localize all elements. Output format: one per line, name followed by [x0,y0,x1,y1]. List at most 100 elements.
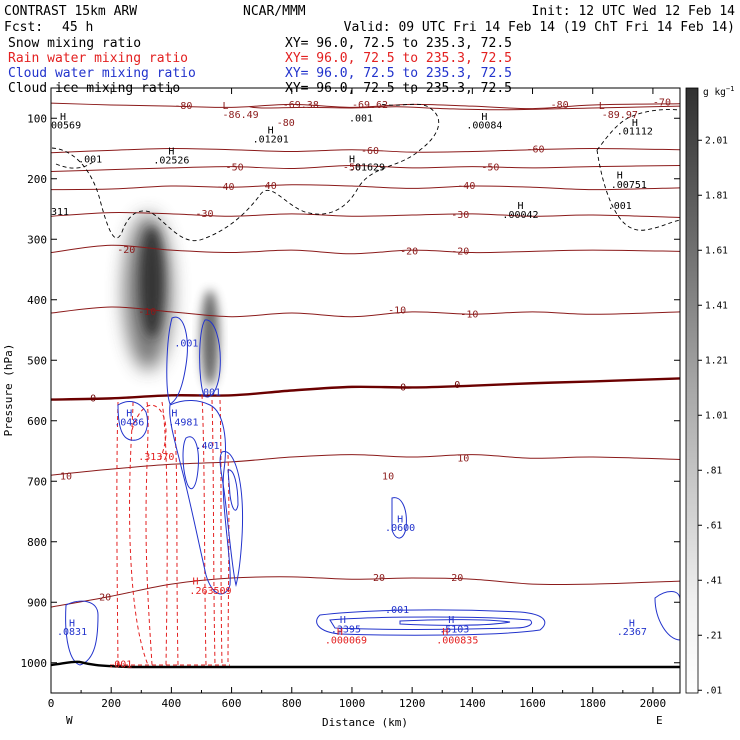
x-tick-label: 0 [48,697,55,710]
contour-label: H [349,154,355,165]
temp-contour-line [51,377,680,401]
ground-line [51,660,680,669]
colorbar-label: .81 [705,465,722,476]
fcst-label: Fcst: [4,20,43,35]
contour-label: H [126,408,132,419]
center-title: NCAR/MMM [243,4,306,19]
contour-label: 20 [99,592,111,603]
contour-label: H [268,125,274,136]
contour-label: .000069 [325,635,367,646]
cloud-water-contour [399,619,511,626]
contour-label: -50 [481,162,499,173]
x-axis-label: Distance (km) [322,716,408,729]
cloud-water-contour [316,609,546,636]
temp-contour-line [51,306,680,318]
rain-water-contour [219,399,223,666]
colorbar-label: 1.41 [705,300,728,311]
contour-label: H [442,627,448,638]
contour-label: .001 [349,113,373,124]
contour-label: -80 [551,100,569,111]
colorbar-label: 1.61 [705,245,728,256]
contour-label: .001 [108,660,132,671]
contour-label: -40 [217,182,235,193]
cloud-water-contour [166,316,188,405]
contour-label: -20 [400,246,418,257]
contour-label: .401 [195,441,219,452]
temp-contour-line [51,164,680,172]
cloud-ice-contour [596,149,680,231]
contour-label: H [629,618,635,629]
contour-label: -30 [451,210,469,221]
contour-label: .00042 [502,210,538,221]
rain-water-contour [145,401,153,666]
rain-water-contour [131,404,167,461]
field-legend: Snow mixing ratio XY= 96.0, 72.5 to 235.… [8,36,512,96]
contour-label: -50 [343,162,361,173]
init-time: Init: 12 UTC Wed 12 Feb 14 [532,4,736,19]
rain-water-contour [129,401,149,666]
contour-label: H [340,615,346,626]
colorbar-unit: g kg−1 [703,85,734,98]
y-tick-label: 300 [27,233,47,246]
temperature-contours [51,102,680,608]
x-tick-label: 1400 [459,697,486,710]
x-axis: 0 200 400 600 800 1000 1200 1400 1600 1800 2000 [48,88,666,710]
contour-label: .31370 [138,452,174,463]
contour-label: H [448,615,454,626]
contour-label: 10 [382,471,394,482]
contour-label: .00084 [466,121,502,132]
fcst-value: 45 h [62,20,93,35]
field-name-snow: Snow mixing ratio [8,36,141,51]
contour-label: H [60,112,66,123]
contour-label: 10 [60,471,72,482]
contour-label: .5103 [439,624,469,635]
colorbar-label: 1.21 [705,355,728,366]
model-title: CONTRAST 15km ARW [4,4,137,19]
x-tick-label: 600 [222,697,242,710]
temp-contour-line [51,454,680,476]
cloud-water-contour [199,319,221,398]
temp-contour-line [51,244,680,255]
y-tick-label: 1000 [21,657,48,670]
contour-label: .01201 [253,134,289,145]
cloud-water-contour [117,401,149,441]
contour-label: .02526 [153,156,189,167]
contour-label: .0486 [114,418,144,429]
contour-label: -69.62 [352,100,388,111]
contour-label: -80 [174,101,192,112]
contour-label: H [632,118,638,129]
contour-label: .0831 [57,627,87,638]
x-tick-label: 1800 [579,697,606,710]
contour-label: .000835 [436,635,478,646]
temp-contour-line [51,212,680,218]
y-tick-label: 500 [27,354,47,367]
field-xy-cloud-water: XY= 96.0, 72.5 to 235.3, 72.5 [285,66,512,81]
rain-water-contour [174,429,179,666]
colorbar-label: .41 [705,575,722,586]
contour-label: -50 [226,162,244,173]
contour-label: .01629 [349,162,385,173]
temp-contour-line [51,184,680,191]
contour-label: H [171,408,177,419]
x-tick-label: 400 [161,697,181,710]
cloud-water-contour [169,400,231,595]
y-tick-label: 600 [27,415,47,428]
contour-label: 311 [51,207,69,218]
contour-labels: -80 L -69.38 -69.62 -80 L -70-86.49 -89.97-80H.… [51,98,671,671]
contour-label: .263509 [189,586,231,597]
cloud-water-contour [219,451,244,587]
cloud-ice-contours [51,103,680,242]
plot-frame [50,87,681,694]
colorbar-label: .01 [705,685,722,696]
x-tick-label: 1200 [399,697,426,710]
x-tick-label: 800 [282,697,302,710]
y-axis-label: Pressure (hPa) [2,344,15,437]
contour-label: 20 [451,573,463,584]
cloud-water-contour [182,436,199,490]
contour-label: .001 [608,201,632,212]
contour-label: .4981 [168,418,198,429]
y-tick-label: 900 [27,596,47,609]
colorbar: 2.011.811.611.411.211.01.81.61.41.21.01 … [685,85,734,696]
